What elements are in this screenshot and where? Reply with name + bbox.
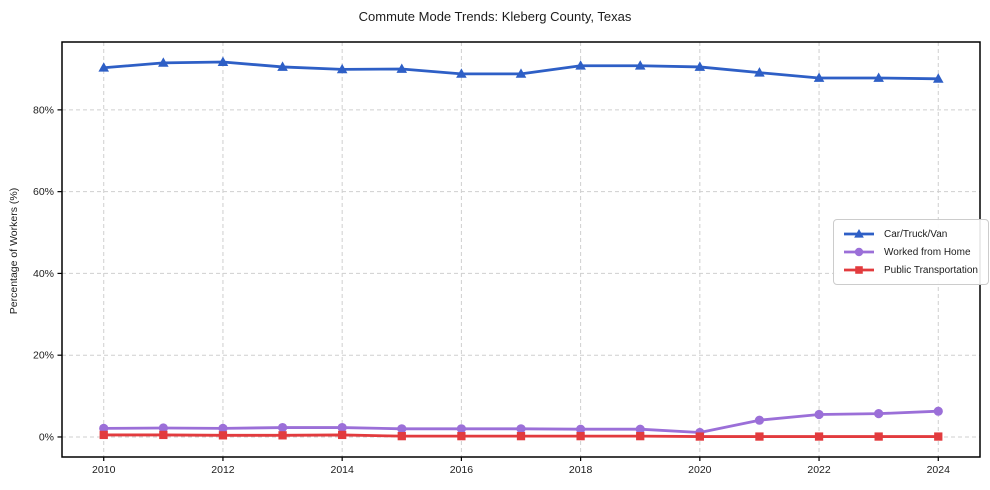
marker-car-truck-van-2010: [98, 62, 110, 72]
x-tick-label-2014: 2014: [330, 464, 354, 476]
y-tick-label-80: 80%: [33, 104, 54, 116]
marker-public-transportation-2020: [695, 432, 704, 441]
marker-car-truck-van-2013: [277, 61, 288, 71]
marker-public-transportation-2015: [397, 432, 406, 441]
marker-public-transportation-2019: [636, 432, 645, 441]
legend-swatch-public-transportation: [844, 266, 874, 274]
marker-worked-from-home-2024: [933, 406, 943, 416]
x-tick-label-2022: 2022: [807, 464, 831, 476]
marker-worked-from-home-2015: [397, 424, 407, 434]
marker-worked-from-home-2013: [277, 422, 288, 433]
marker-worked-from-home-2021: [754, 415, 765, 425]
marker-car-truck-van-2014: [336, 63, 348, 74]
marker-car-truck-van-2018: [575, 60, 586, 70]
marker-public-transportation-2022: [814, 432, 824, 441]
legend-label-worked-from-home: Worked from Home: [884, 246, 971, 258]
marker-public-transportation-2018: [576, 432, 585, 441]
marker-public-transportation-2023: [874, 432, 883, 441]
y-tick-label-60: 60%: [33, 186, 54, 198]
marker-public-transportation-2014: [338, 430, 347, 440]
marker-worked-from-home-2014: [337, 422, 347, 433]
marker-car-truck-van-2017: [515, 68, 527, 78]
x-tick-label-2016: 2016: [450, 464, 474, 476]
marker-car-truck-van-2020: [694, 61, 706, 71]
marker-worked-from-home-2018: [576, 424, 586, 434]
x-tick-label-2020: 2020: [688, 464, 712, 476]
chart-title: Commute Mode Trends: Kleberg County, Tex…: [358, 9, 632, 24]
marker-car-truck-van-2021: [754, 67, 765, 77]
marker-public-transportation-2010: [99, 430, 108, 440]
marker-car-truck-van-2019: [634, 60, 646, 70]
y-axis-label: Percentage of Workers (%): [8, 187, 20, 315]
legend-label-public-transportation: Public Transportation: [884, 264, 978, 276]
marker-circle: [854, 247, 864, 257]
marker-public-transportation-2013: [278, 431, 287, 440]
marker-public-transportation-2017: [516, 432, 526, 441]
legend-label-car-truck-van: Car/Truck/Van: [884, 228, 948, 240]
marker-car-truck-van-2024: [932, 73, 944, 83]
marker-worked-from-home-2022: [814, 409, 824, 420]
marker-worked-from-home-2023: [874, 409, 884, 419]
marker-public-transportation-2012: [218, 431, 228, 440]
marker-worked-from-home-2011: [158, 423, 168, 433]
marker-worked-from-home-2010: [99, 423, 109, 433]
x-tick-label-2012: 2012: [211, 464, 235, 476]
marker-triangle: [854, 228, 864, 238]
legend-item-car-truck-van: Car/Truck/Van: [843, 225, 978, 243]
marker-worked-from-home-2012: [218, 423, 228, 433]
marker-public-transportation-2021: [755, 432, 764, 441]
marker-car-truck-van-2011: [158, 57, 169, 67]
legend-swatch-car-truck-van: [844, 228, 874, 238]
y-tick-label-0: 0%: [39, 431, 54, 443]
marker-worked-from-home-2019: [635, 424, 645, 434]
marker-public-transportation-2016: [457, 432, 466, 441]
x-tick-label-2024: 2024: [927, 464, 951, 476]
marker-worked-from-home-2017: [516, 424, 526, 434]
legend-swatch-worked-from-home: [844, 247, 874, 257]
marker-public-transportation-2011: [159, 430, 168, 440]
marker-public-transportation-2024: [934, 432, 943, 441]
y-tick-label-20: 20%: [33, 350, 54, 362]
marker-car-truck-van-2023: [873, 72, 884, 82]
legend-item-worked-from-home: Worked from Home: [843, 243, 978, 261]
series-car-truck-van: [98, 56, 944, 83]
marker-worked-from-home-2016: [456, 424, 466, 434]
y-tick-label-40: 40%: [33, 268, 54, 280]
series-public-transportation: [99, 430, 943, 441]
marker-car-truck-van-2016: [456, 68, 467, 78]
marker-car-truck-van-2012: [217, 56, 229, 66]
x-tick-label-2018: 2018: [569, 464, 593, 476]
marker-car-truck-van-2015: [396, 63, 408, 73]
legend-item-public-transportation: Public Transportation: [843, 261, 978, 279]
legend: Car/Truck/Van Worked from Home Public Tran…: [833, 219, 989, 285]
marker-square: [855, 266, 863, 274]
x-tick-label-2010: 2010: [92, 464, 116, 476]
marker-car-truck-van-2022: [813, 72, 825, 82]
